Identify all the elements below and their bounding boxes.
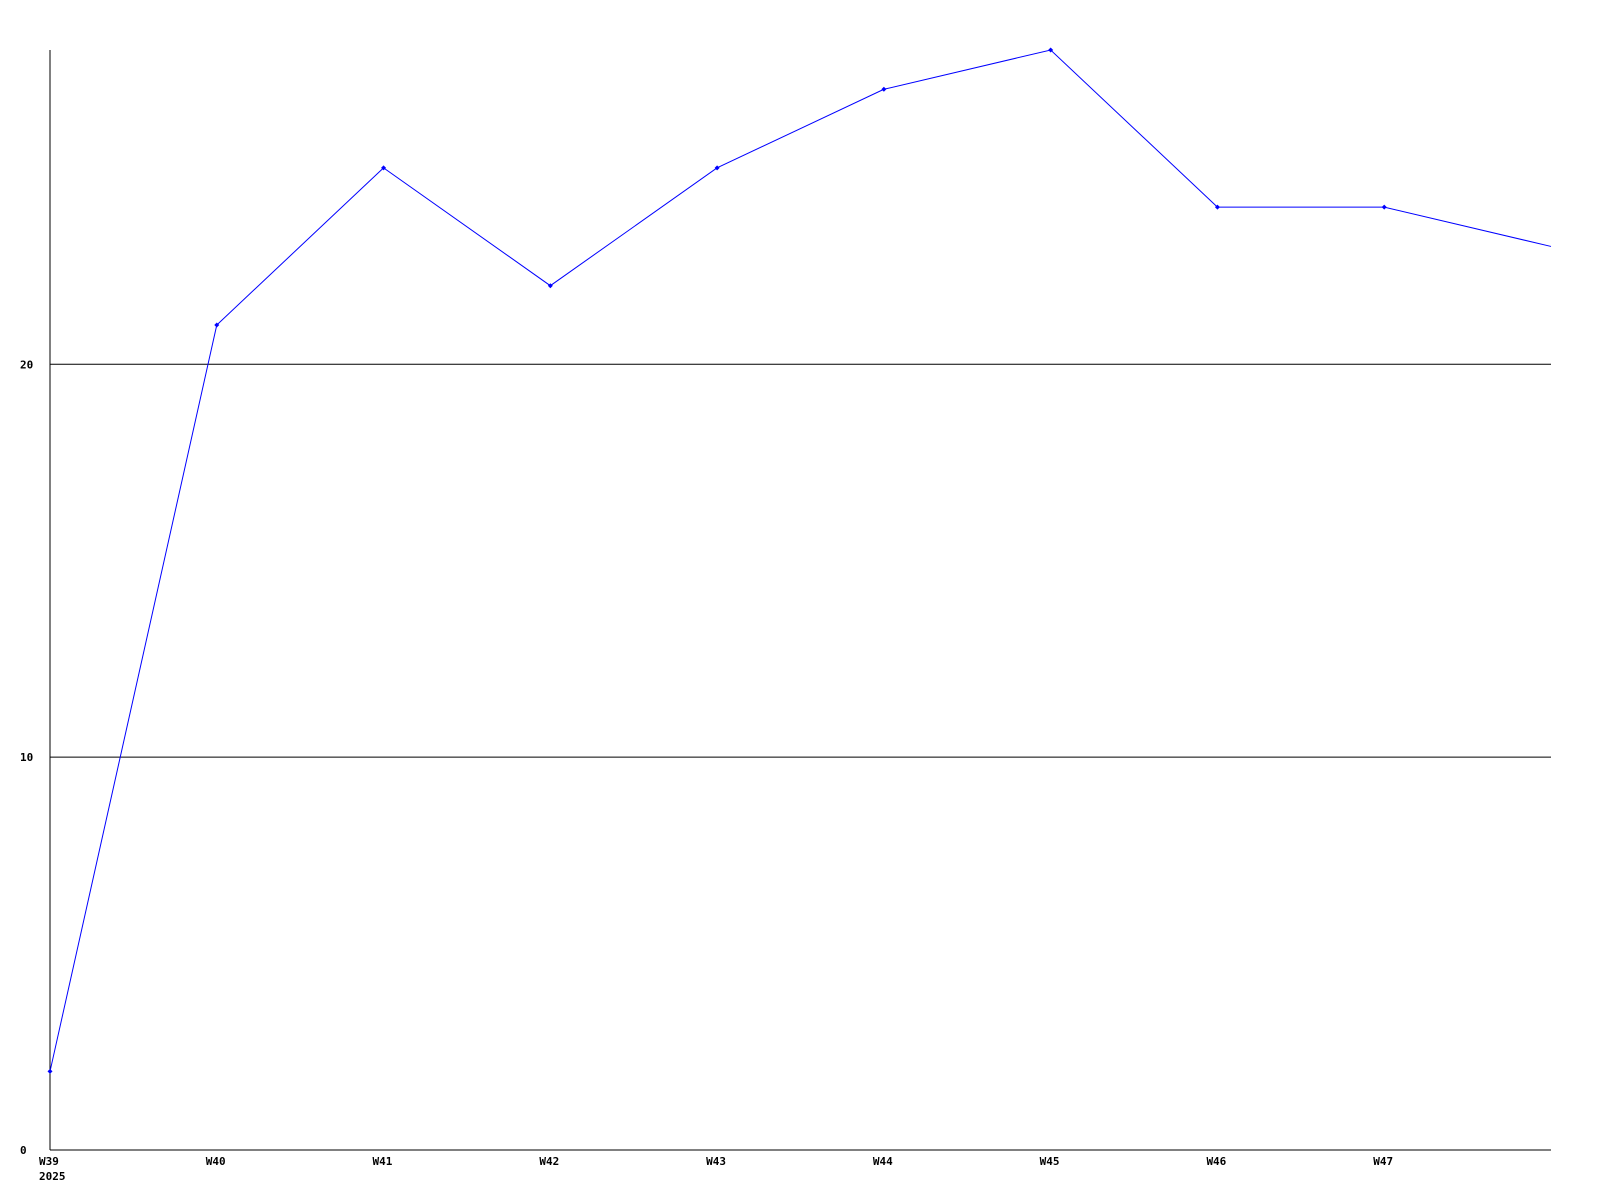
x-year-label: 2025 bbox=[39, 1170, 66, 1183]
gridlines bbox=[50, 363, 1551, 758]
y-tick-label: 10 bbox=[20, 751, 33, 764]
x-tick-label: W47 bbox=[1373, 1155, 1393, 1168]
data-point bbox=[547, 283, 553, 289]
x-tick-label: W46 bbox=[1206, 1155, 1226, 1168]
data-point bbox=[214, 322, 220, 328]
data-point bbox=[1214, 204, 1220, 210]
y-tick-labels: 0 10 20 bbox=[20, 358, 33, 1157]
y-tick-label: 20 bbox=[20, 358, 33, 371]
x-tick-label: W42 bbox=[539, 1155, 559, 1168]
data-point bbox=[1381, 204, 1387, 210]
x-tick-label: W44 bbox=[873, 1155, 893, 1168]
data-point bbox=[881, 86, 887, 92]
x-tick-label: W41 bbox=[373, 1155, 393, 1168]
x-tick-label: W40 bbox=[206, 1155, 226, 1168]
data-point bbox=[47, 1068, 53, 1074]
axes bbox=[49, 50, 1551, 1151]
x-tick-label: W45 bbox=[1040, 1155, 1060, 1168]
data-point bbox=[714, 165, 720, 171]
x-tick-label: W43 bbox=[706, 1155, 726, 1168]
x-tick-labels: 2025 W39 W40 W41 W42 W43 W44 W45 W46 W47 bbox=[39, 1155, 1393, 1183]
y-tick-label: 0 bbox=[20, 1144, 27, 1157]
series-group bbox=[47, 47, 1552, 1074]
x-tick-label: W39 bbox=[39, 1155, 59, 1168]
data-point bbox=[381, 165, 387, 171]
data-point bbox=[1048, 47, 1054, 53]
series-line bbox=[49, 49, 1552, 1072]
